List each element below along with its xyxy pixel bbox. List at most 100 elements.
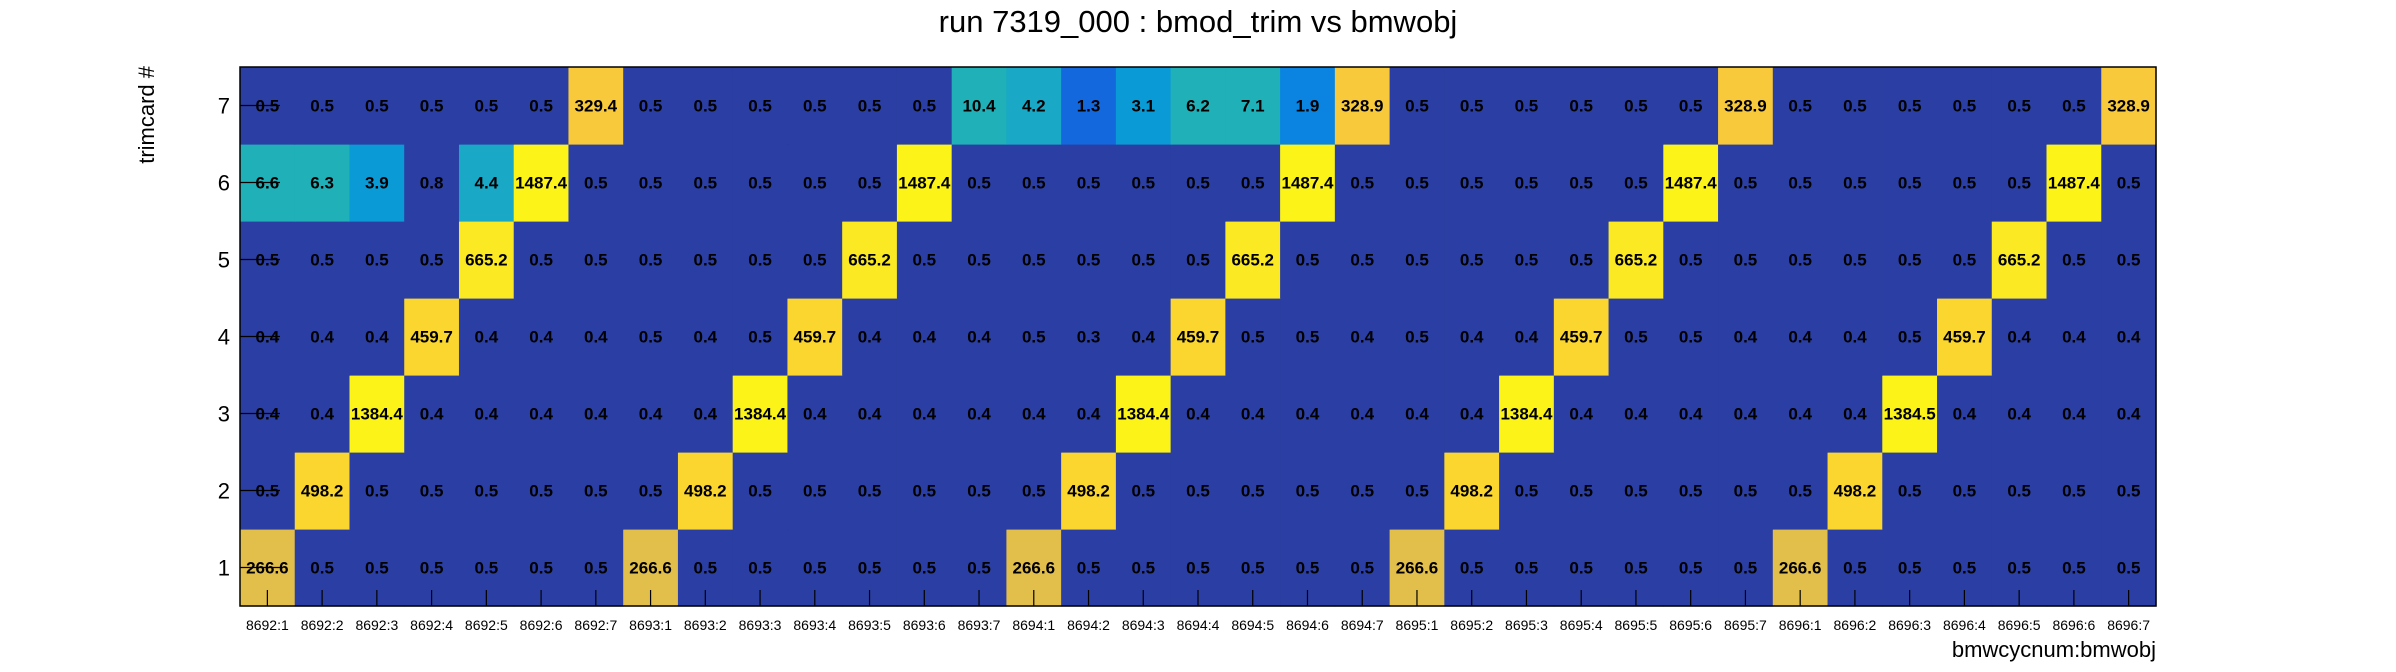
x-tick-label: 8696:5: [1998, 617, 2041, 633]
heatmap-cell: [349, 221, 405, 299]
cell-value-label: 0.5: [858, 174, 882, 193]
cell-value-label: 0.5: [420, 97, 444, 116]
x-tick-label: 8693:2: [684, 617, 727, 633]
cell-value-label: 0.5: [1350, 174, 1374, 193]
cell-value-label: 329.4: [575, 97, 618, 116]
heatmap-cell: [1334, 452, 1391, 530]
cell-value-label: 498.2: [1834, 482, 1877, 501]
cell-value-label: 1487.4: [1665, 174, 1718, 193]
cell-value-label: 0.5: [365, 97, 389, 116]
heatmap-cell: [951, 452, 1007, 530]
cell-value-label: 498.2: [301, 482, 344, 501]
cell-value-label: 0.5: [1460, 251, 1484, 270]
cell-value-label: 0.5: [639, 251, 663, 270]
cell-value-label: 0.5: [803, 482, 827, 501]
heatmap-cell: [1553, 221, 1610, 299]
heatmap-cell: [1280, 452, 1336, 530]
heatmap-cell: [2046, 67, 2102, 145]
cell-value-label: 0.5: [1022, 174, 1046, 193]
cell-value-label: 0.4: [1515, 328, 1539, 347]
heatmap-cell: [513, 67, 570, 145]
cell-value-label: 1.3: [1077, 97, 1101, 116]
heatmap-cell: [1991, 375, 2048, 453]
cell-value-label: 0.5: [1624, 482, 1648, 501]
cell-value-label: 0.5: [310, 97, 334, 116]
cell-value-label: 0.4: [365, 328, 389, 347]
cell-value-label: 665.2: [1615, 251, 1658, 270]
cell-value-label: 0.5: [748, 328, 772, 347]
heatmap-cell: [2101, 221, 2157, 299]
heatmap-cell: [1334, 298, 1391, 376]
heatmap-cell: [1991, 144, 2048, 222]
heatmap-cell: [1827, 221, 1883, 299]
heatmap-cell: [951, 298, 1007, 376]
cell-value-label: 1487.4: [898, 174, 951, 193]
cell-value-label: 266.6: [629, 559, 672, 578]
heatmap-cell: [623, 298, 679, 376]
cell-value-label: 0.4: [858, 328, 882, 347]
cell-value-label: 0.5: [1241, 328, 1265, 347]
cell-value-label: 0.5: [1460, 174, 1484, 193]
heatmap-cell: [349, 452, 405, 530]
cell-value-label: 0.5: [912, 482, 936, 501]
cell-value-label: 0.5: [2062, 559, 2086, 578]
cell-value-label: 0.5: [1350, 482, 1374, 501]
x-tick-label: 8693:7: [958, 617, 1001, 633]
heatmap-cell: [896, 67, 953, 145]
heatmap-cell: [458, 221, 515, 299]
heatmap-cell: [1389, 67, 1445, 145]
cell-value-label: 0.5: [1569, 482, 1593, 501]
heatmap-cell: [1553, 144, 1610, 222]
heatmap-cell: [1061, 144, 1117, 222]
cell-value-label: 0.4: [1405, 405, 1429, 424]
cell-value-label: 0.5: [1953, 251, 1977, 270]
heatmap-cell: [1882, 375, 1938, 453]
heatmap-cell: [732, 375, 789, 453]
cell-value-label: 0.5: [1022, 482, 1046, 501]
cell-value-label: 0.5: [529, 251, 553, 270]
cell-value-label: 3.1: [1131, 97, 1155, 116]
heatmap-cell: [842, 298, 898, 376]
cell-value-label: 0.5: [1405, 251, 1429, 270]
heatmap-cell: [732, 452, 789, 530]
heatmap-cell: [896, 452, 953, 530]
cell-value-label: 0.5: [1241, 174, 1265, 193]
cell-value-label: 1384.5: [1884, 405, 1936, 424]
y-tick-label: 5: [218, 248, 230, 273]
heatmap-cell: [677, 221, 734, 299]
cell-value-label: 0.5: [693, 174, 717, 193]
heatmap-cell: [1772, 452, 1829, 530]
heatmap-cell: [1170, 375, 1226, 453]
x-tick-label: 8693:3: [739, 617, 782, 633]
x-tick-label: 8695:7: [1724, 617, 1767, 633]
heatmap-cell: [568, 144, 624, 222]
cell-value-label: 0.4: [967, 405, 991, 424]
x-tick-label: 8695:1: [1396, 617, 1439, 633]
heatmap-cell: [1006, 67, 1062, 145]
cell-value-label: 0.5: [475, 482, 499, 501]
cell-value-label: 0.5: [1679, 251, 1703, 270]
heatmap-cell: [2046, 375, 2102, 453]
cell-value-label: 1.9: [1296, 97, 1320, 116]
cell-value-label: 0.5: [1624, 328, 1648, 347]
cell-value-label: 0.5: [912, 559, 936, 578]
cell-value-label: 0.4: [1460, 328, 1484, 347]
cell-value-label: 0.5: [420, 559, 444, 578]
cell-value-label: 665.2: [465, 251, 508, 270]
heatmap-cell: [1061, 375, 1117, 453]
cell-value-label: 0.5: [1569, 97, 1593, 116]
heatmap-cell: [1006, 375, 1062, 453]
cell-value-label: 0.5: [1405, 482, 1429, 501]
cell-value-label: 0.5: [803, 174, 827, 193]
heatmap-cell: [1718, 298, 1774, 376]
cell-value-label: 0.5: [1515, 97, 1539, 116]
heatmap-cell: [1663, 144, 1719, 222]
cell-value-label: 0.4: [1788, 328, 1812, 347]
heatmap-cell: [1389, 375, 1445, 453]
cell-value-label: 0.5: [1569, 174, 1593, 193]
heatmap-cell: [1937, 144, 1993, 222]
heatmap-cell: [1170, 67, 1226, 145]
x-tick-label: 8695:2: [1450, 617, 1493, 633]
heatmap-cell: [1772, 67, 1829, 145]
cell-value-label: 0.5: [1788, 482, 1812, 501]
